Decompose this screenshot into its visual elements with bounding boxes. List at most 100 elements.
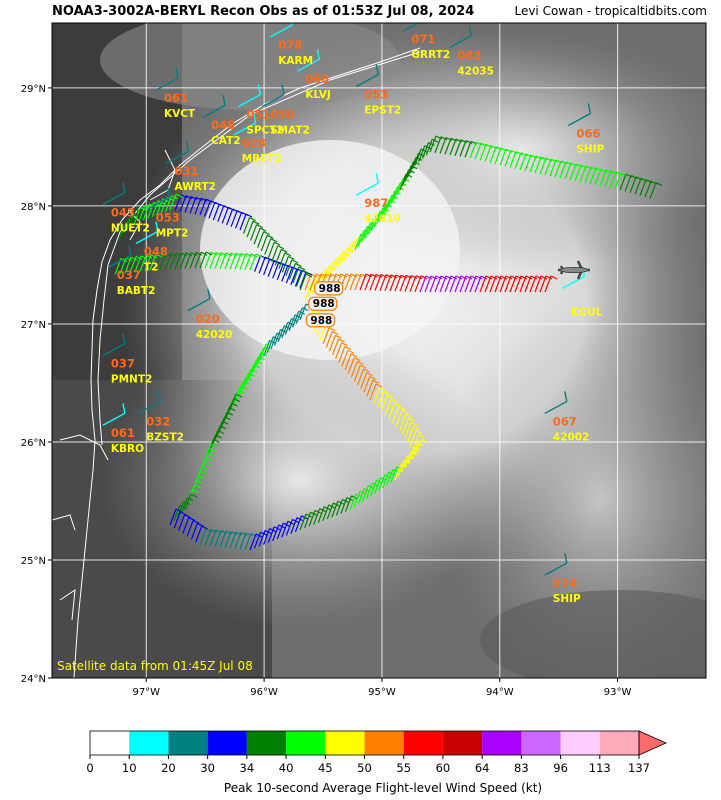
track-barb-flag <box>440 136 448 141</box>
station-barb-flag <box>587 103 592 114</box>
track-barb-flag <box>208 448 216 453</box>
track-barb <box>359 273 367 291</box>
track-barb-flag <box>240 252 248 257</box>
track-barb <box>253 255 262 272</box>
track-barb-flag <box>545 275 553 280</box>
track-barb <box>509 275 517 293</box>
track-barb-flag <box>192 488 200 493</box>
track-barb <box>313 508 321 525</box>
colorbar-segment <box>599 731 639 755</box>
track-barb-flag <box>135 255 143 261</box>
track-barb-flag <box>165 253 173 258</box>
station-barb-flag <box>175 67 179 79</box>
track-barb-flag <box>475 275 483 280</box>
station-value: 020 <box>196 312 220 326</box>
track-barb <box>184 196 192 213</box>
track-barb <box>404 275 412 292</box>
track-barb <box>574 164 582 182</box>
track-barb <box>369 383 377 401</box>
track-barb-flag <box>295 262 302 267</box>
track-barb-flag <box>428 141 435 147</box>
track-barb <box>390 466 398 483</box>
colorbar-tick-label: 20 <box>161 761 176 775</box>
station-barb-flag <box>207 288 211 299</box>
track-barb <box>599 169 607 187</box>
track-barb <box>464 141 472 158</box>
track-barb <box>271 245 279 262</box>
track-barb-flag <box>530 275 538 280</box>
colorbar-segment <box>364 731 404 755</box>
track-barb-flag <box>298 310 305 315</box>
track-barb <box>224 531 232 548</box>
track-barb-flag <box>353 357 361 362</box>
track-barb <box>382 471 390 489</box>
track-barb <box>234 253 242 270</box>
track-barb <box>281 521 289 538</box>
track-barb-flag <box>365 273 373 278</box>
track-barb <box>404 451 412 468</box>
station-barb <box>355 73 379 88</box>
track-barb <box>309 273 317 291</box>
track-barb-flag <box>330 273 338 278</box>
track-barb <box>386 469 394 486</box>
station-barb-flag <box>281 84 285 95</box>
track-barb-flag <box>410 274 418 280</box>
track-barb-flag <box>485 275 493 280</box>
flight-track <box>114 135 663 551</box>
track-barb-flag <box>370 273 378 278</box>
track-barb <box>499 275 507 293</box>
track-barb <box>429 275 437 293</box>
track-barb <box>424 275 432 293</box>
track-barb <box>594 168 602 186</box>
track-barb <box>464 275 472 293</box>
track-barb <box>378 474 386 492</box>
station-barb <box>544 562 568 576</box>
track-barb <box>484 275 492 293</box>
station-barb-flag <box>564 552 568 564</box>
station-value: 048 <box>144 244 168 258</box>
track-barb <box>249 253 257 271</box>
colorbar-segment <box>207 731 247 755</box>
track-barb-flag <box>655 182 663 187</box>
track-barb-flag <box>184 514 191 519</box>
station-barb <box>261 93 285 108</box>
track-barb-flag <box>140 206 147 211</box>
track-barb <box>303 511 312 529</box>
track-barb <box>385 195 393 212</box>
track-barb <box>354 233 362 251</box>
pressure-badge <box>314 281 344 296</box>
colorbar-tick-label: 40 <box>279 761 294 775</box>
track-barb-flag <box>390 274 398 279</box>
track-barb-flag <box>256 224 263 229</box>
track-barb <box>373 387 381 404</box>
colorbar-tick-label: 0 <box>86 761 93 775</box>
lon-tick-label: 93°W <box>604 687 632 698</box>
track-barb-flag <box>220 529 228 535</box>
track-barb <box>285 519 293 536</box>
station-name: PMNT2 <box>111 374 152 386</box>
station-value: 078 <box>278 38 302 52</box>
track-barb <box>444 275 452 293</box>
track-barb-flag <box>420 148 428 153</box>
track-barb-flag <box>213 438 220 443</box>
track-barb <box>120 220 128 238</box>
track-barb <box>382 199 390 216</box>
track-barb <box>264 238 272 255</box>
track-barb <box>267 260 275 277</box>
track-barb <box>489 275 497 293</box>
track-barb <box>584 166 592 184</box>
colorbar-segment <box>90 731 130 755</box>
track-barb <box>335 342 343 359</box>
track-barb-flag <box>465 139 473 145</box>
station-barb-flag <box>167 187 171 198</box>
track-barb-flag <box>431 138 439 143</box>
track-barb <box>322 504 330 522</box>
track-barb-flag <box>233 398 240 403</box>
track-barb <box>369 274 377 291</box>
track-barb-flag <box>455 275 463 280</box>
track-barb <box>147 202 155 219</box>
track-barb <box>406 426 415 443</box>
track-barb-flag <box>420 275 428 280</box>
track-barb-flag <box>450 275 458 280</box>
colorbar-tick-label: 50 <box>357 761 372 775</box>
